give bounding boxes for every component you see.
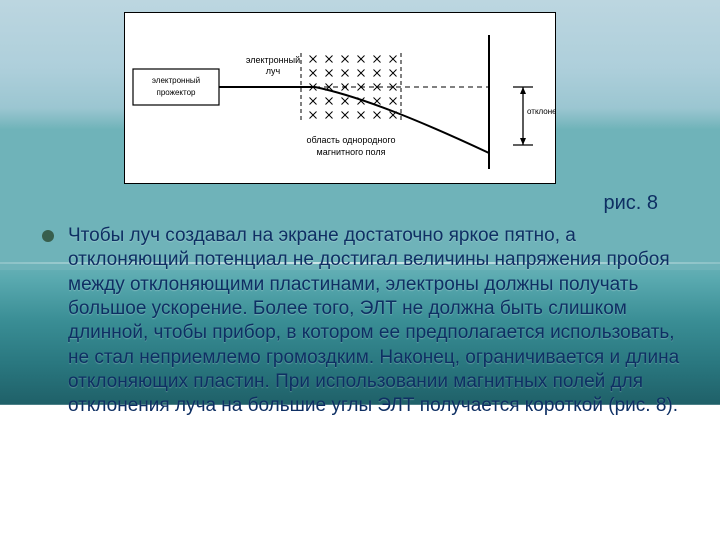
body-paragraph: Чтобы луч создавал на экране достаточно … <box>68 224 688 419</box>
svg-text:луч: луч <box>266 66 281 76</box>
bullet-icon <box>42 230 54 242</box>
slide: электронныйпрожекторэлектронныйлучобласт… <box>0 0 720 540</box>
svg-text:электронный: электронный <box>152 76 200 85</box>
crt-diagram-svg: электронныйпрожекторэлектронныйлучобласт… <box>125 13 555 183</box>
crt-diagram: электронныйпрожекторэлектронныйлучобласт… <box>124 12 556 184</box>
svg-text:отклонение: отклонение <box>527 107 555 116</box>
svg-text:магнитного поля: магнитного поля <box>317 147 386 157</box>
svg-text:область однородного: область однородного <box>307 135 396 145</box>
svg-text:прожектор: прожектор <box>156 88 196 97</box>
svg-text:электронный: электронный <box>246 55 300 65</box>
figure-caption: рис. 8 <box>603 192 658 215</box>
